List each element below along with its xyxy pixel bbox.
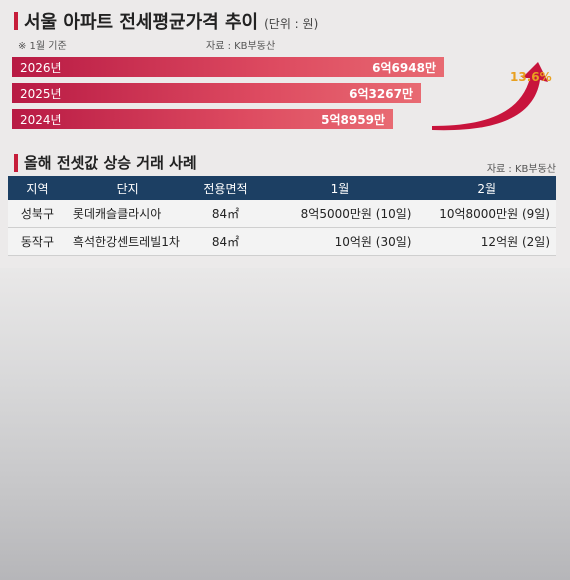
basis-note: ※ 1월 기준 (18, 41, 67, 52)
city-skyline-photo (0, 268, 570, 580)
table-row: 동작구 흑석한강센트레빌1차 84㎡ 10억원 (30일) 12억원 (2일) (8, 227, 556, 256)
cell-feb: 10억8000만원 (9일) (417, 200, 556, 228)
section2-title: 올해 전셋값 상승 거래 사례 (24, 154, 197, 172)
header-jan: 1월 (262, 176, 418, 200)
growth-rate-label: 13.6% (510, 70, 552, 84)
bar-category-label: 2026년 (20, 60, 62, 75)
cell-region: 성북구 (8, 200, 67, 228)
bar-1: 2025년 6억3267만 (12, 83, 421, 103)
chart-title: 서울 아파트 전세평균가격 추이 (24, 12, 259, 33)
section-accent-mark (14, 153, 18, 172)
bar-0: 2026년 6억6948만 (12, 57, 444, 77)
bar-category-label: 2025년 (20, 86, 62, 101)
section2-header: 올해 전셋값 상승 거래 사례 (14, 152, 197, 173)
growth-arrow-icon (432, 62, 548, 131)
header-region: 지역 (8, 176, 67, 200)
header-feb: 2월 (417, 176, 556, 200)
cell-complex: 롯데캐슬클라시아 (66, 200, 189, 228)
cell-complex: 흑석한강센트레빌1차 (66, 227, 189, 256)
cell-region: 동작구 (8, 227, 67, 256)
source-top: 자료 : KB부동산 (206, 41, 276, 52)
table-row: 성북구 롯데캐슬클라시아 84㎡ 8억5000만원 (10일) 10억8000만… (8, 200, 556, 228)
bar-category-label: 2024년 (20, 112, 62, 127)
transaction-table: 지역 단지 전용면적 1월 2월 성북구 롯데캐슬클라시아 84㎡ 8억5000… (8, 176, 556, 256)
header-complex: 단지 (66, 176, 189, 200)
bar-chart: 2026년 6억6948만 2025년 6억3267만 2024년 5억8959만 (0, 0, 570, 150)
cell-jan: 10억원 (30일) (262, 227, 418, 256)
source-table: 자료 : KB부동산 (486, 164, 556, 175)
title-accent-mark (14, 12, 18, 30)
bar-value-label: 6억3267만 (349, 86, 413, 101)
bar-value-label: 6억6948만 (372, 60, 436, 75)
chart-header: 서울 아파트 전세평균가격 추이 (단위 : 원) (14, 8, 318, 34)
cell-jan: 8억5000만원 (10일) (262, 200, 418, 228)
bar-2: 2024년 5억8959만 (12, 109, 393, 129)
unit-label: (단위 : 원) (264, 17, 319, 31)
table-header-row: 지역 단지 전용면적 1월 2월 (8, 176, 556, 200)
bar-value-label: 5억8959만 (321, 112, 385, 127)
cell-area: 84㎡ (188, 200, 263, 228)
cell-area: 84㎡ (188, 227, 263, 256)
cell-feb: 12억원 (2일) (417, 227, 556, 256)
header-area: 전용면적 (188, 176, 263, 200)
